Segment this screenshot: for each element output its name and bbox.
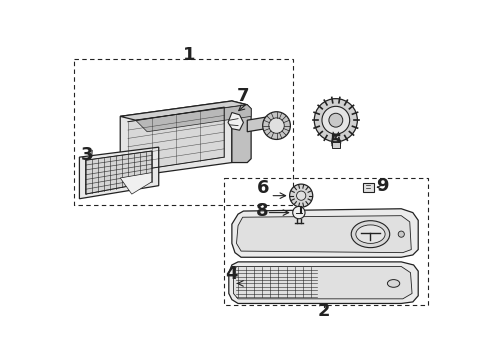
Circle shape — [322, 106, 350, 134]
Polygon shape — [228, 112, 244, 130]
Circle shape — [263, 112, 291, 139]
Circle shape — [269, 118, 284, 133]
Circle shape — [329, 113, 343, 127]
Text: 9: 9 — [376, 177, 388, 195]
Bar — [224, 178, 428, 305]
Text: 7: 7 — [237, 86, 250, 104]
Polygon shape — [229, 262, 418, 303]
Ellipse shape — [388, 280, 400, 287]
Polygon shape — [79, 147, 159, 199]
Text: 3: 3 — [81, 146, 94, 164]
Polygon shape — [120, 101, 232, 178]
Polygon shape — [128, 107, 224, 172]
Polygon shape — [233, 266, 412, 299]
Polygon shape — [232, 209, 418, 257]
Text: 6: 6 — [256, 179, 269, 197]
Circle shape — [290, 184, 313, 207]
Ellipse shape — [351, 221, 390, 248]
Text: 2: 2 — [318, 302, 331, 320]
Polygon shape — [237, 216, 411, 253]
Text: 5: 5 — [330, 133, 342, 151]
Polygon shape — [86, 151, 152, 194]
Polygon shape — [136, 105, 251, 132]
Bar — [332, 142, 340, 148]
Circle shape — [398, 231, 404, 237]
Circle shape — [314, 99, 357, 142]
Circle shape — [293, 206, 305, 219]
Polygon shape — [232, 101, 251, 163]
Bar — [363, 183, 373, 192]
Polygon shape — [120, 172, 152, 194]
Bar — [74, 59, 294, 205]
Text: 1: 1 — [183, 46, 196, 64]
Text: 4: 4 — [225, 265, 238, 283]
Circle shape — [296, 191, 306, 200]
Ellipse shape — [356, 225, 385, 243]
Polygon shape — [247, 116, 270, 132]
Text: 8: 8 — [256, 202, 269, 220]
Polygon shape — [120, 101, 247, 120]
